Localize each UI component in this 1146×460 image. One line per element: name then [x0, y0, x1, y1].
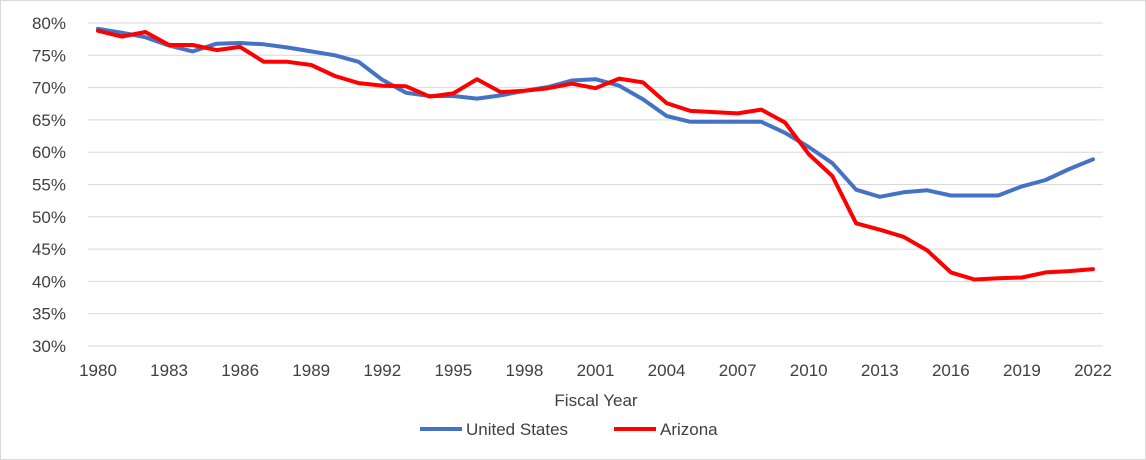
y-tick-label-80: 80%: [32, 14, 66, 33]
legend-label-arizona: Arizona: [660, 420, 718, 439]
y-tick-label-60: 60%: [32, 143, 66, 162]
y-tick-label-55: 55%: [32, 176, 66, 195]
y-tick-label-35: 35%: [32, 305, 66, 324]
x-tick-label-1989: 1989: [292, 361, 330, 380]
x-tick-label-2016: 2016: [932, 361, 970, 380]
legend-label-united-states: United States: [466, 420, 568, 439]
y-tick-label-75: 75%: [32, 46, 66, 65]
series-line-arizona: [96, 28, 1095, 282]
series-line-united-states: [96, 26, 1095, 199]
y-tick-label-40: 40%: [32, 272, 66, 291]
x-axis-tick-labels: 1980 1983 1986 1989 1992 1995 1998 2001 2004 2007…: [79, 361, 1112, 380]
x-tick-label-2022: 2022: [1074, 361, 1112, 380]
x-tick-label-2019: 2019: [1003, 361, 1041, 380]
x-tick-label-2013: 2013: [861, 361, 899, 380]
x-tick-label-2004: 2004: [648, 361, 686, 380]
x-tick-label-1995: 1995: [434, 361, 472, 380]
x-tick-label-2010: 2010: [790, 361, 828, 380]
y-tick-label-30: 30%: [32, 337, 66, 356]
y-tick-label-70: 70%: [32, 79, 66, 98]
x-tick-label-1980: 1980: [79, 361, 117, 380]
y-tick-label-65: 65%: [32, 111, 66, 130]
grid-lines: [88, 22, 1103, 347]
x-axis-title: Fiscal Year: [554, 391, 637, 410]
y-tick-label-45: 45%: [32, 240, 66, 259]
x-tick-label-2007: 2007: [719, 361, 757, 380]
x-tick-label-2001: 2001: [577, 361, 615, 380]
x-tick-label-1992: 1992: [363, 361, 401, 380]
x-tick-label-1998: 1998: [506, 361, 544, 380]
series-lines: [96, 26, 1095, 282]
y-tick-label-50: 50%: [32, 208, 66, 227]
x-tick-label-1986: 1986: [221, 361, 259, 380]
x-tick-label-1983: 1983: [150, 361, 188, 380]
legend: United States Arizona: [420, 420, 718, 439]
y-axis-tick-labels: 30% 35% 40% 45% 50% 55% 60% 65% 70% 75% 80%: [32, 14, 66, 356]
